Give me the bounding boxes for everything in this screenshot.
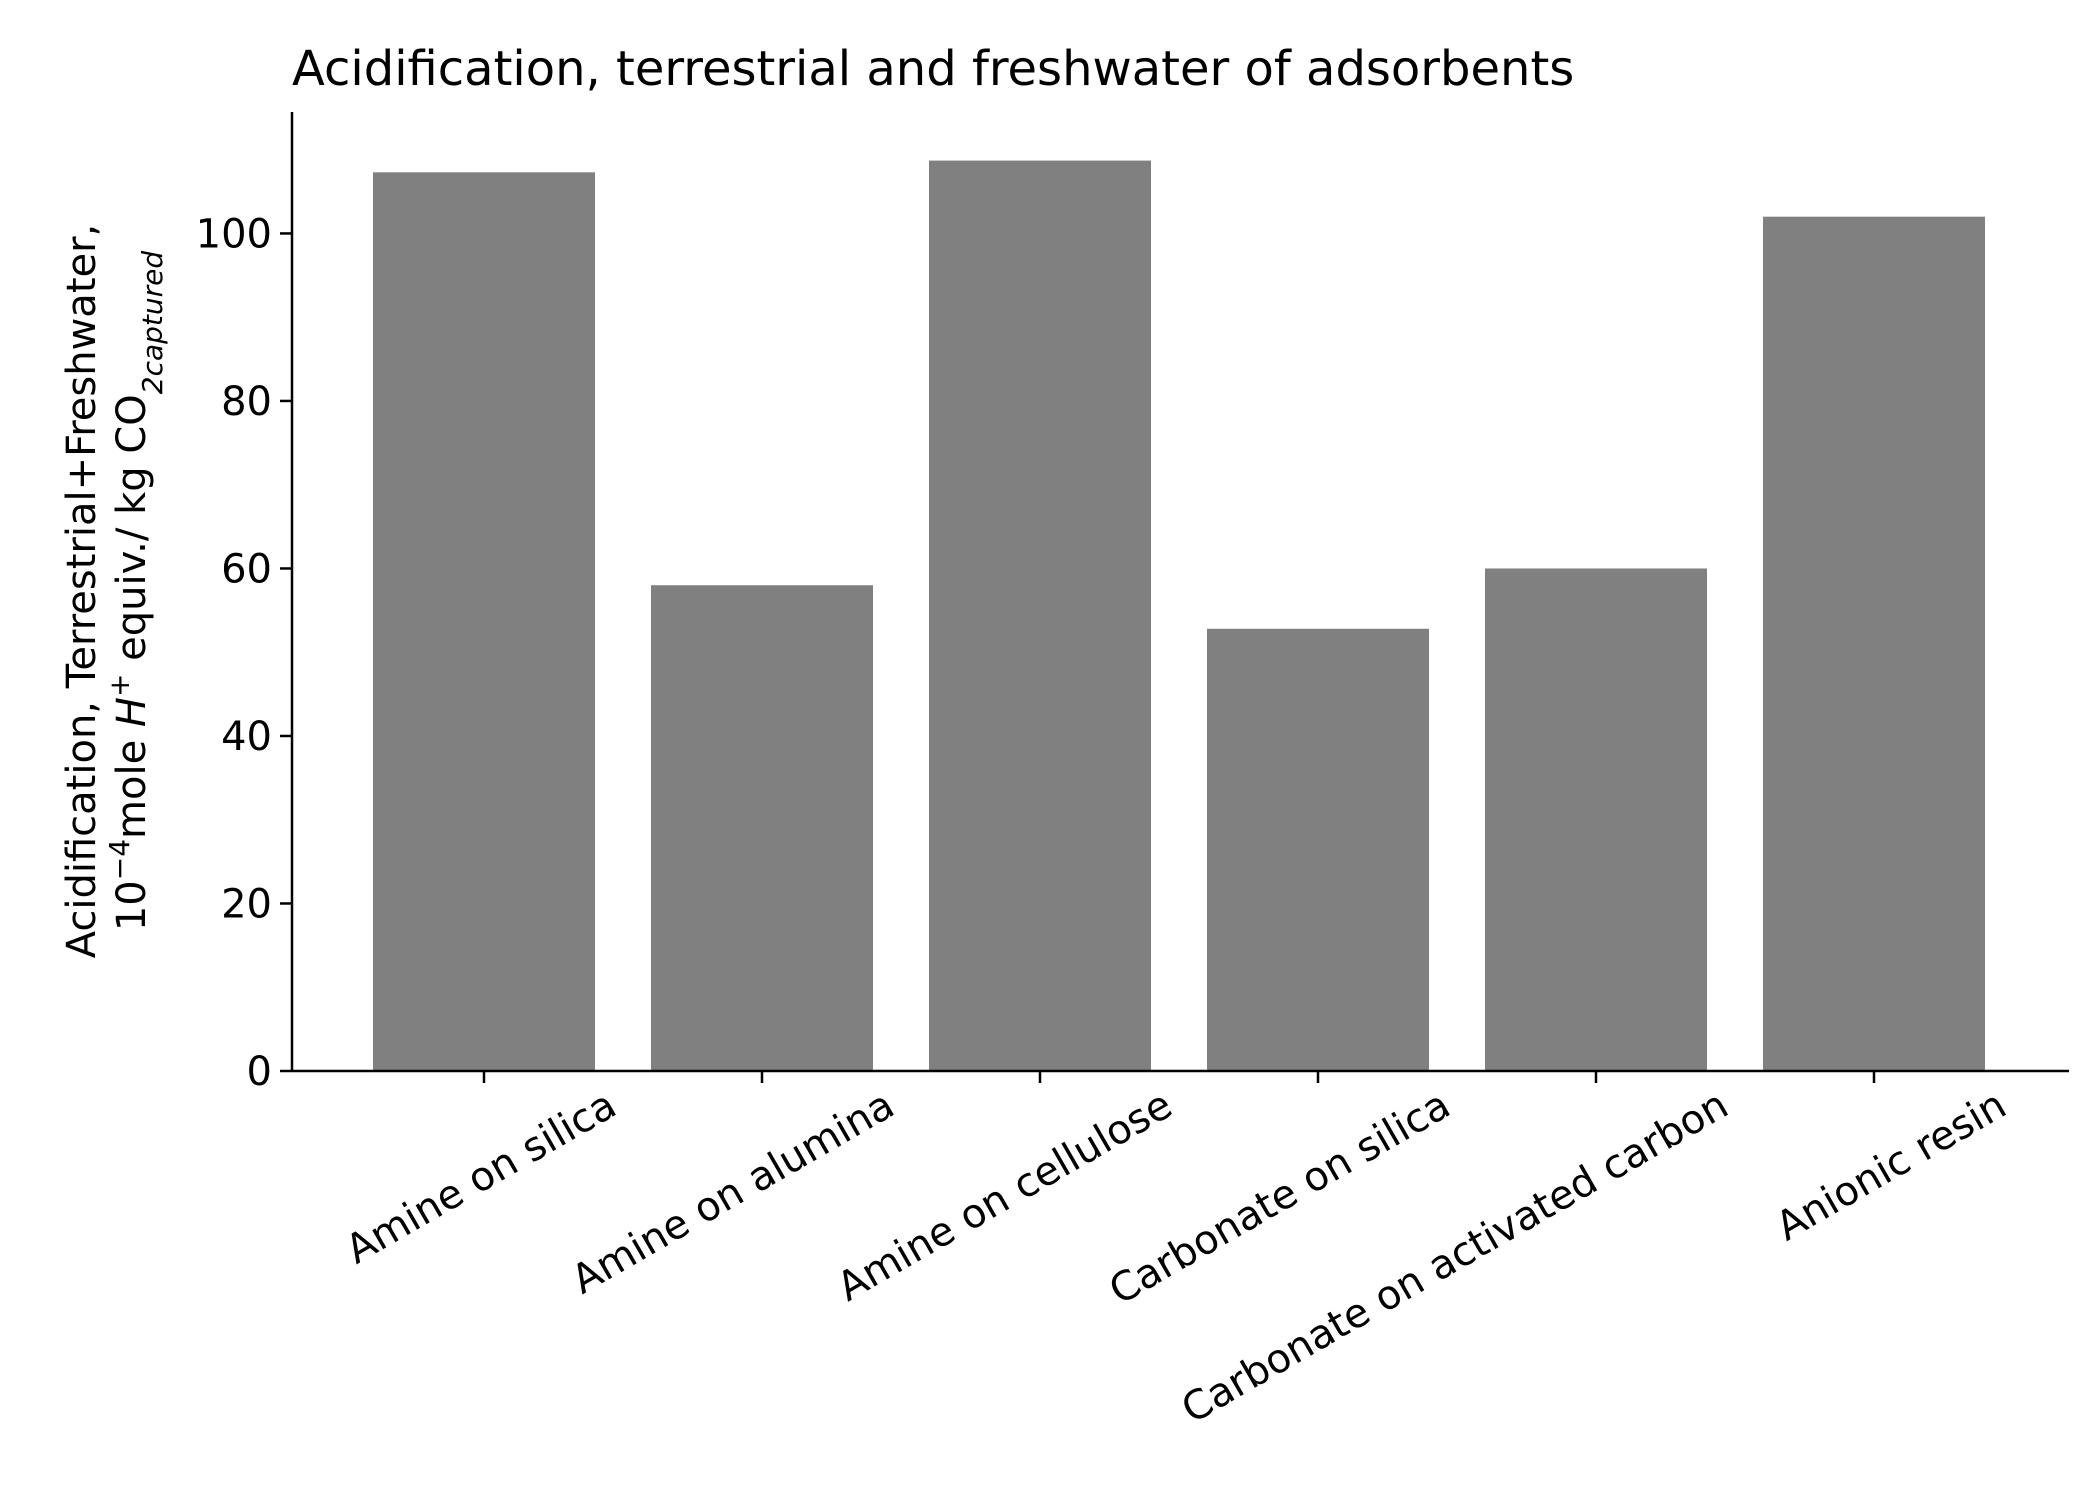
ylabel-h: H: [109, 697, 155, 727]
y-tick-label-4: 80: [221, 379, 272, 425]
ylabel-h-sup: +: [103, 674, 136, 697]
ylabel-unit-sub: 2captured: [136, 251, 169, 395]
ylabel-exponent: −4: [103, 839, 136, 880]
y-axis-label: Acidification, Terrestrial+Freshwater, 1…: [59, 224, 169, 959]
x-tick-label-0: Amine on silica: [338, 1082, 624, 1274]
y-tick-label-2: 40: [221, 714, 272, 760]
chart-title: Acidification, terrestrial and freshwate…: [292, 41, 1574, 97]
y-tick-label-3: 60: [221, 546, 272, 592]
bar-2: [929, 160, 1151, 1071]
y-tick-label-0: 0: [247, 1049, 272, 1095]
x-tick-label-5: Anionic resin: [1768, 1082, 2014, 1250]
ylabel-mole: mole: [109, 727, 155, 839]
y-tick-label-1: 20: [221, 881, 272, 927]
bar-4: [1485, 568, 1707, 1071]
bar-3: [1207, 628, 1429, 1071]
y-axis-label-line2: 10−4mole H+ equiv./ kg CO2captured: [103, 251, 169, 932]
y-ticks-group: 0 20 40 60 80 100: [196, 211, 292, 1095]
bar-0: [373, 172, 595, 1071]
ylabel-base: 10: [109, 880, 155, 931]
x-tick-label-4: Carbonate on activated carbon: [1174, 1082, 1736, 1433]
bars-group: [373, 160, 1985, 1071]
bar-1: [651, 585, 873, 1071]
bar-5: [1763, 216, 1985, 1071]
y-tick-label-5: 100: [196, 211, 272, 257]
y-axis-label-line1: Acidification, Terrestrial+Freshwater,: [59, 224, 105, 959]
ylabel-unit: equiv./ kg CO: [109, 394, 155, 673]
